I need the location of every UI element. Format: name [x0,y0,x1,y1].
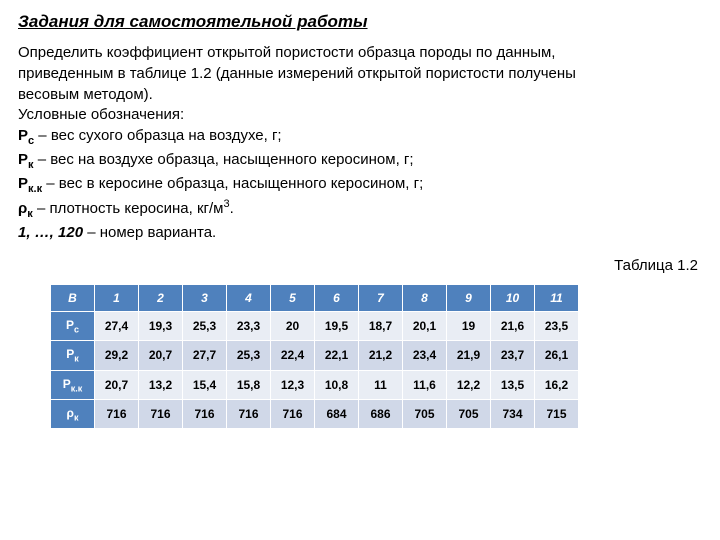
table-cell: 23,5 [535,311,579,340]
table-cell: 13,2 [139,370,183,399]
col-header-10: 10 [491,284,535,311]
table-cell: 716 [183,399,227,428]
table-caption: Таблица 1.2 [18,257,698,274]
table-row: Рк.к20,713,215,415,812,310,81111,612,213… [51,370,579,399]
sym-rho: ρ [18,200,27,217]
table-cell: 12,3 [271,370,315,399]
col-header-11: 11 [535,284,579,311]
table-cell: 25,3 [227,341,271,370]
table-cell: 19,3 [139,311,183,340]
col-header-3: 3 [183,284,227,311]
col-header-6: 6 [315,284,359,311]
table-cell: 11 [359,370,403,399]
table-row: Рк29,220,727,725,322,422,121,223,421,923… [51,341,579,370]
col-header-9: 9 [447,284,491,311]
task-line-2: приведенным в таблице 1.2 (данные измере… [18,65,702,84]
table-header-row: В1234567891011 [51,284,579,311]
legend-pc: Рс – вес сухого образца на воздухе, г; [18,127,702,149]
table-cell: 22,4 [271,341,315,370]
table-cell: 19 [447,311,491,340]
col-header-8: 8 [403,284,447,311]
table-cell: 18,7 [359,311,403,340]
task-line-3: весовым методом). [18,86,702,105]
sym-p: Р [18,127,28,144]
table-cell: 21,2 [359,341,403,370]
table-cell: 23,4 [403,341,447,370]
table-cell: 20,7 [95,370,139,399]
table-cell: 22,1 [315,341,359,370]
table-cell: 16,2 [535,370,579,399]
table-cell: 716 [271,399,315,428]
sym-p2: Р [18,151,28,168]
table-cell: 705 [447,399,491,428]
table-cell: 10,8 [315,370,359,399]
sym-p3: Р [18,175,28,192]
table-cell: 23,3 [227,311,271,340]
legend-pkk: Рк.к – вес в керосине образца, насыщенно… [18,175,702,197]
sym-p3-sub: к.к [28,183,42,195]
variant-range: 1, …, 120 [18,224,83,241]
table-row: ρк716716716716716684686705705734715 [51,399,579,428]
table-cell: 25,3 [183,311,227,340]
table-cell: 684 [315,399,359,428]
legend-pkk-text: – вес в керосине образца, насыщенного ке… [42,175,423,192]
row-header: Рс [51,311,95,340]
table-cell: 705 [403,399,447,428]
table-cell: 686 [359,399,403,428]
table-cell: 13,5 [491,370,535,399]
col-header-variant: В [51,284,95,311]
table-cell: 716 [95,399,139,428]
table-cell: 20,1 [403,311,447,340]
table-cell: 27,7 [183,341,227,370]
table-cell: 11,6 [403,370,447,399]
table-cell: 23,7 [491,341,535,370]
col-header-7: 7 [359,284,403,311]
legend-pk-text: – вес на воздухе образца, насыщенного ке… [34,151,414,168]
table-cell: 715 [535,399,579,428]
legend-variant: 1, …, 120 – номер варианта. [18,224,702,243]
legend-pc-text: – вес сухого образца на воздухе, г; [34,127,281,144]
data-table: В1234567891011 Рс27,419,325,323,32019,51… [50,284,579,430]
table-cell: 716 [227,399,271,428]
table-cell: 26,1 [535,341,579,370]
task-line-4: Условные обозначения: [18,106,702,125]
page-title: Задания для самостоятельной работы [18,12,702,32]
table-cell: 27,4 [95,311,139,340]
variant-text: – номер варианта. [83,224,216,241]
table-cell: 20,7 [139,341,183,370]
table-cell: 21,9 [447,341,491,370]
table-cell: 15,4 [183,370,227,399]
table-cell: 12,2 [447,370,491,399]
row-header: Рк [51,341,95,370]
table-cell: 15,8 [227,370,271,399]
col-header-2: 2 [139,284,183,311]
task-line-1: Определить коэффициент открытой пористос… [18,44,702,63]
legend-pk: Рк – вес на воздухе образца, насыщенного… [18,151,702,173]
table-cell: 21,6 [491,311,535,340]
table-cell: 19,5 [315,311,359,340]
row-header: Рк.к [51,370,95,399]
col-header-5: 5 [271,284,315,311]
col-header-4: 4 [227,284,271,311]
legend-rho-dot: . [230,200,234,217]
row-header: ρк [51,399,95,428]
col-header-1: 1 [95,284,139,311]
table-row: Рс27,419,325,323,32019,518,720,11921,623… [51,311,579,340]
table-cell: 29,2 [95,341,139,370]
table-cell: 20 [271,311,315,340]
table-cell: 716 [139,399,183,428]
legend-rho: ρк – плотность керосина, кг/м3. [18,198,702,222]
table-body: Рс27,419,325,323,32019,518,720,11921,623… [51,311,579,429]
legend-rho-text: – плотность керосина, кг/м [33,200,224,217]
table-cell: 734 [491,399,535,428]
